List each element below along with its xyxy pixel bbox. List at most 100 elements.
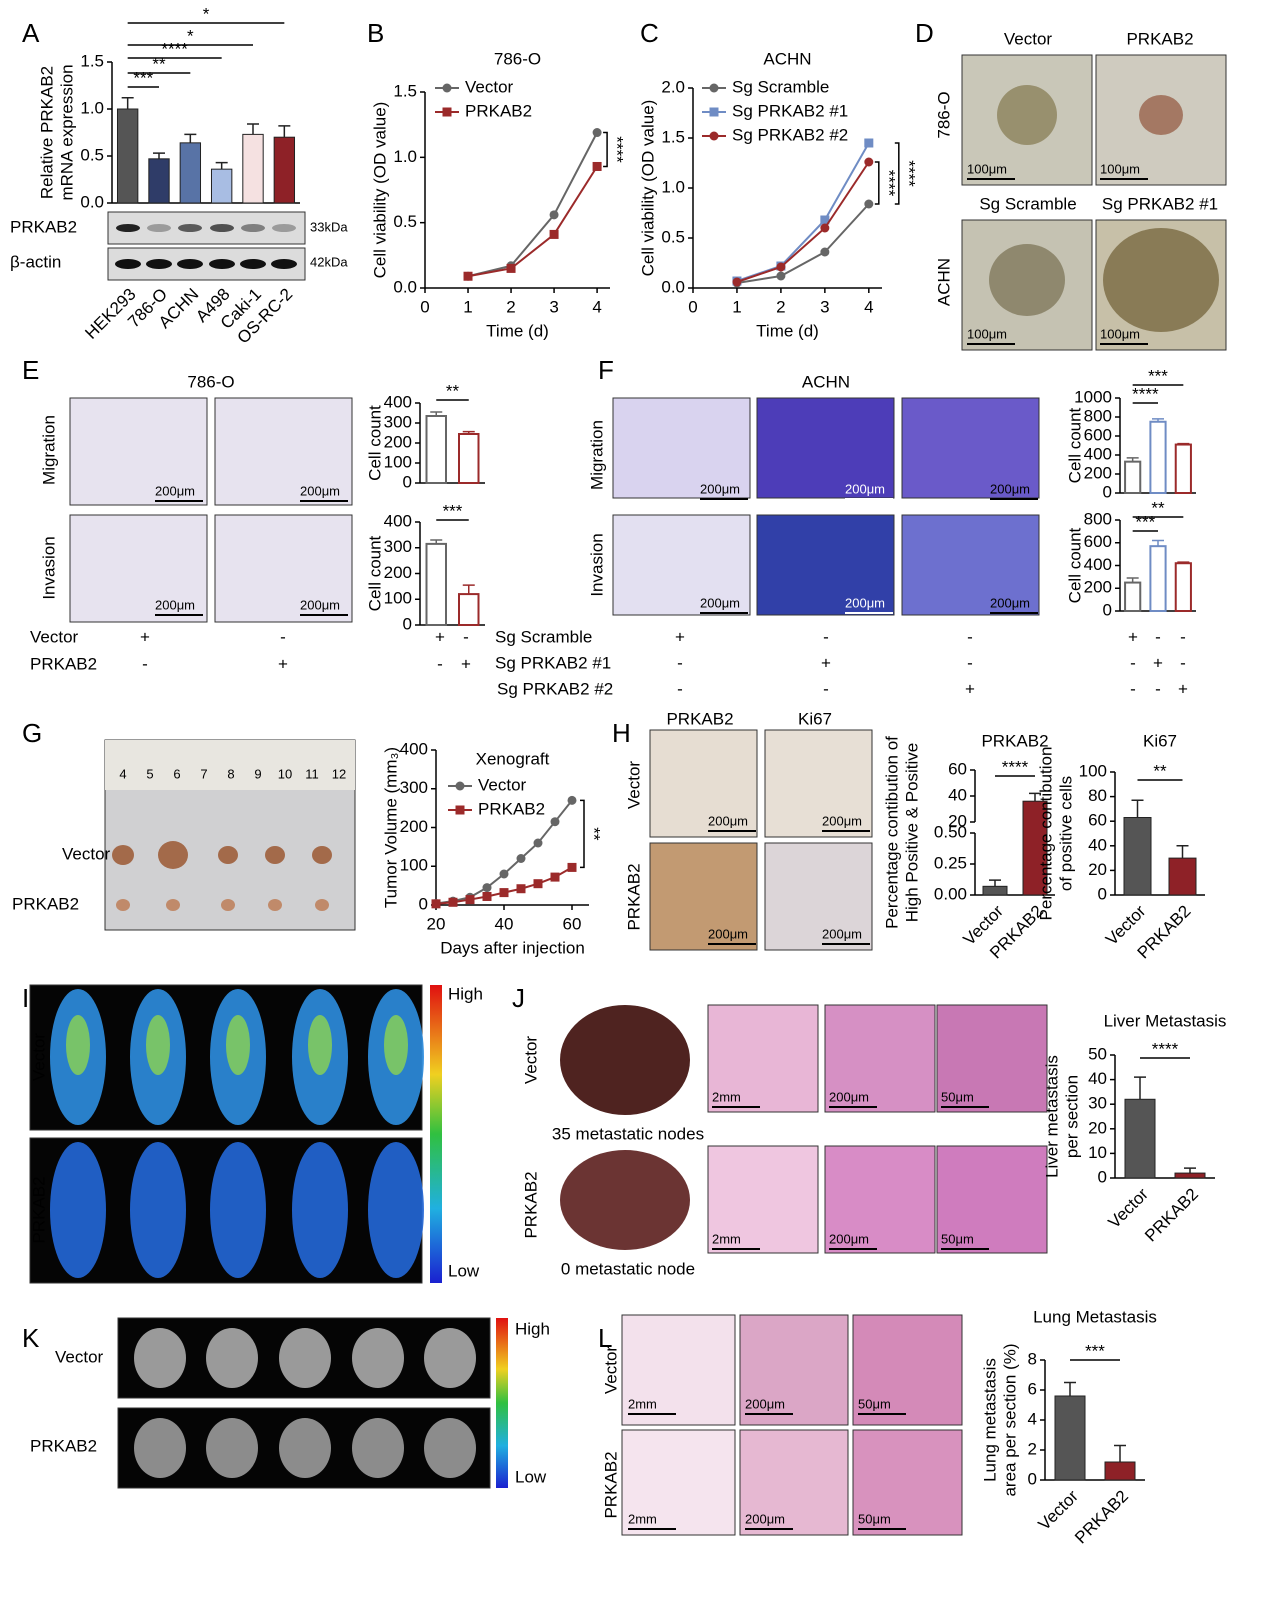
row-label: PRKAB2 bbox=[30, 1436, 97, 1455]
image-feature bbox=[315, 899, 329, 911]
row-label: 786-O bbox=[934, 91, 953, 138]
significance: ** bbox=[585, 827, 604, 841]
y-axis-label: Lung metastasis bbox=[980, 1358, 999, 1482]
image bbox=[824, 1004, 936, 1113]
error-bar bbox=[121, 96, 134, 109]
image-feature bbox=[424, 1418, 476, 1478]
image-feature bbox=[147, 224, 171, 232]
y-tick-label: 0.50 bbox=[934, 822, 967, 841]
condition-label: PRKAB2 bbox=[30, 654, 97, 673]
image-feature bbox=[210, 224, 234, 232]
marker bbox=[776, 271, 786, 281]
scale-label: 200μm bbox=[745, 1396, 785, 1411]
y-tick-label: 400 bbox=[384, 511, 412, 530]
bar bbox=[1174, 1172, 1206, 1179]
y-axis-label: Tumor Volume (mm₃) bbox=[381, 747, 400, 908]
marker bbox=[448, 897, 458, 907]
error-bar bbox=[1131, 799, 1144, 818]
significance: * bbox=[203, 4, 210, 23]
bar bbox=[1054, 1395, 1086, 1481]
series-line bbox=[736, 142, 870, 282]
image bbox=[707, 1004, 819, 1113]
condition-mark: - bbox=[1155, 627, 1161, 646]
scale-label: 100μm bbox=[1100, 161, 1140, 176]
scale-label: 200μm bbox=[822, 926, 862, 941]
condition-mark: - bbox=[1130, 679, 1136, 698]
significance: *** bbox=[1085, 1341, 1105, 1360]
y-tick-label: 0 bbox=[403, 614, 412, 633]
scale-label: 2mm bbox=[712, 1231, 741, 1246]
y-tick-label: 60 bbox=[948, 759, 967, 778]
blot-label: β-actin bbox=[10, 252, 61, 271]
error-bar bbox=[153, 152, 165, 159]
column-label: Sg Scramble bbox=[979, 194, 1076, 213]
marker bbox=[732, 277, 742, 287]
image-feature bbox=[272, 224, 296, 232]
scale-label: 200μm bbox=[155, 597, 195, 612]
x-axis-label: Days after injection bbox=[440, 938, 585, 957]
y-tick-label: 0.5 bbox=[80, 145, 104, 164]
image bbox=[739, 1429, 849, 1536]
row-label: Migration bbox=[39, 415, 58, 485]
series-line bbox=[736, 161, 870, 283]
significance: *** bbox=[1135, 512, 1155, 531]
image bbox=[649, 729, 758, 838]
x-tick-label: Vector bbox=[1034, 1486, 1082, 1534]
image-feature bbox=[268, 899, 282, 911]
y-axis-label: Cell viability (OD value) bbox=[638, 100, 657, 277]
image-feature bbox=[116, 224, 140, 232]
x-tick-label: 60 bbox=[563, 914, 582, 933]
significance: *** bbox=[443, 501, 463, 520]
y-tick-label: 300 bbox=[400, 778, 428, 797]
marker bbox=[592, 128, 602, 138]
error-bar bbox=[1134, 1076, 1146, 1100]
legend-marker bbox=[709, 107, 719, 117]
bar bbox=[982, 885, 1008, 896]
scale-label: 2mm bbox=[628, 1396, 657, 1411]
condition-mark: + bbox=[1153, 653, 1163, 672]
panel-label: E bbox=[22, 355, 39, 385]
chart-title: Ki67 bbox=[1143, 731, 1177, 750]
image-feature bbox=[1103, 228, 1219, 332]
image bbox=[764, 842, 873, 951]
bar bbox=[1174, 562, 1192, 612]
error-bar bbox=[989, 879, 1001, 887]
ruler bbox=[105, 740, 355, 790]
significance: ** bbox=[446, 381, 460, 400]
y-axis-label: Percentage contibution of bbox=[882, 736, 901, 929]
significance: *** bbox=[1148, 366, 1168, 385]
image-feature bbox=[206, 1328, 258, 1388]
y-tick-label: 0 bbox=[419, 894, 428, 913]
error-bar bbox=[1064, 1381, 1076, 1396]
error-bar bbox=[247, 123, 259, 135]
image-feature bbox=[1139, 95, 1183, 135]
caption: 35 metastatic nodes bbox=[552, 1124, 704, 1143]
condition-mark: - bbox=[823, 627, 829, 646]
error-bar bbox=[1114, 1444, 1126, 1462]
image-feature bbox=[209, 259, 235, 269]
image-feature bbox=[560, 1150, 690, 1250]
scale-label: 200μm bbox=[829, 1089, 869, 1104]
row-label: PRKAB2 bbox=[601, 1451, 620, 1518]
y-tick-label: 0 bbox=[1098, 884, 1107, 903]
significance: **** bbox=[608, 136, 627, 163]
marker bbox=[463, 271, 473, 281]
panel-label: B bbox=[367, 18, 384, 48]
panel-label: F bbox=[598, 355, 614, 385]
y-axis-label: Cell count bbox=[365, 405, 384, 481]
y-tick-label: 800 bbox=[1084, 406, 1112, 425]
bar bbox=[1174, 443, 1192, 494]
row-label: PRKAB2 bbox=[29, 1176, 48, 1243]
condition-mark: + bbox=[1128, 627, 1138, 646]
x-tick-label: 4 bbox=[864, 297, 873, 316]
image-feature bbox=[989, 244, 1065, 316]
legend-marker bbox=[442, 107, 452, 117]
y-axis-label: of positive cells bbox=[1056, 776, 1075, 891]
image bbox=[936, 1004, 1048, 1113]
chart-title: ACHN bbox=[763, 49, 811, 68]
image-feature bbox=[226, 1015, 250, 1075]
y-tick-label: 400 bbox=[400, 739, 428, 758]
y-axis-label: per section bbox=[1062, 1075, 1081, 1158]
legend-label: Vector bbox=[465, 77, 514, 96]
